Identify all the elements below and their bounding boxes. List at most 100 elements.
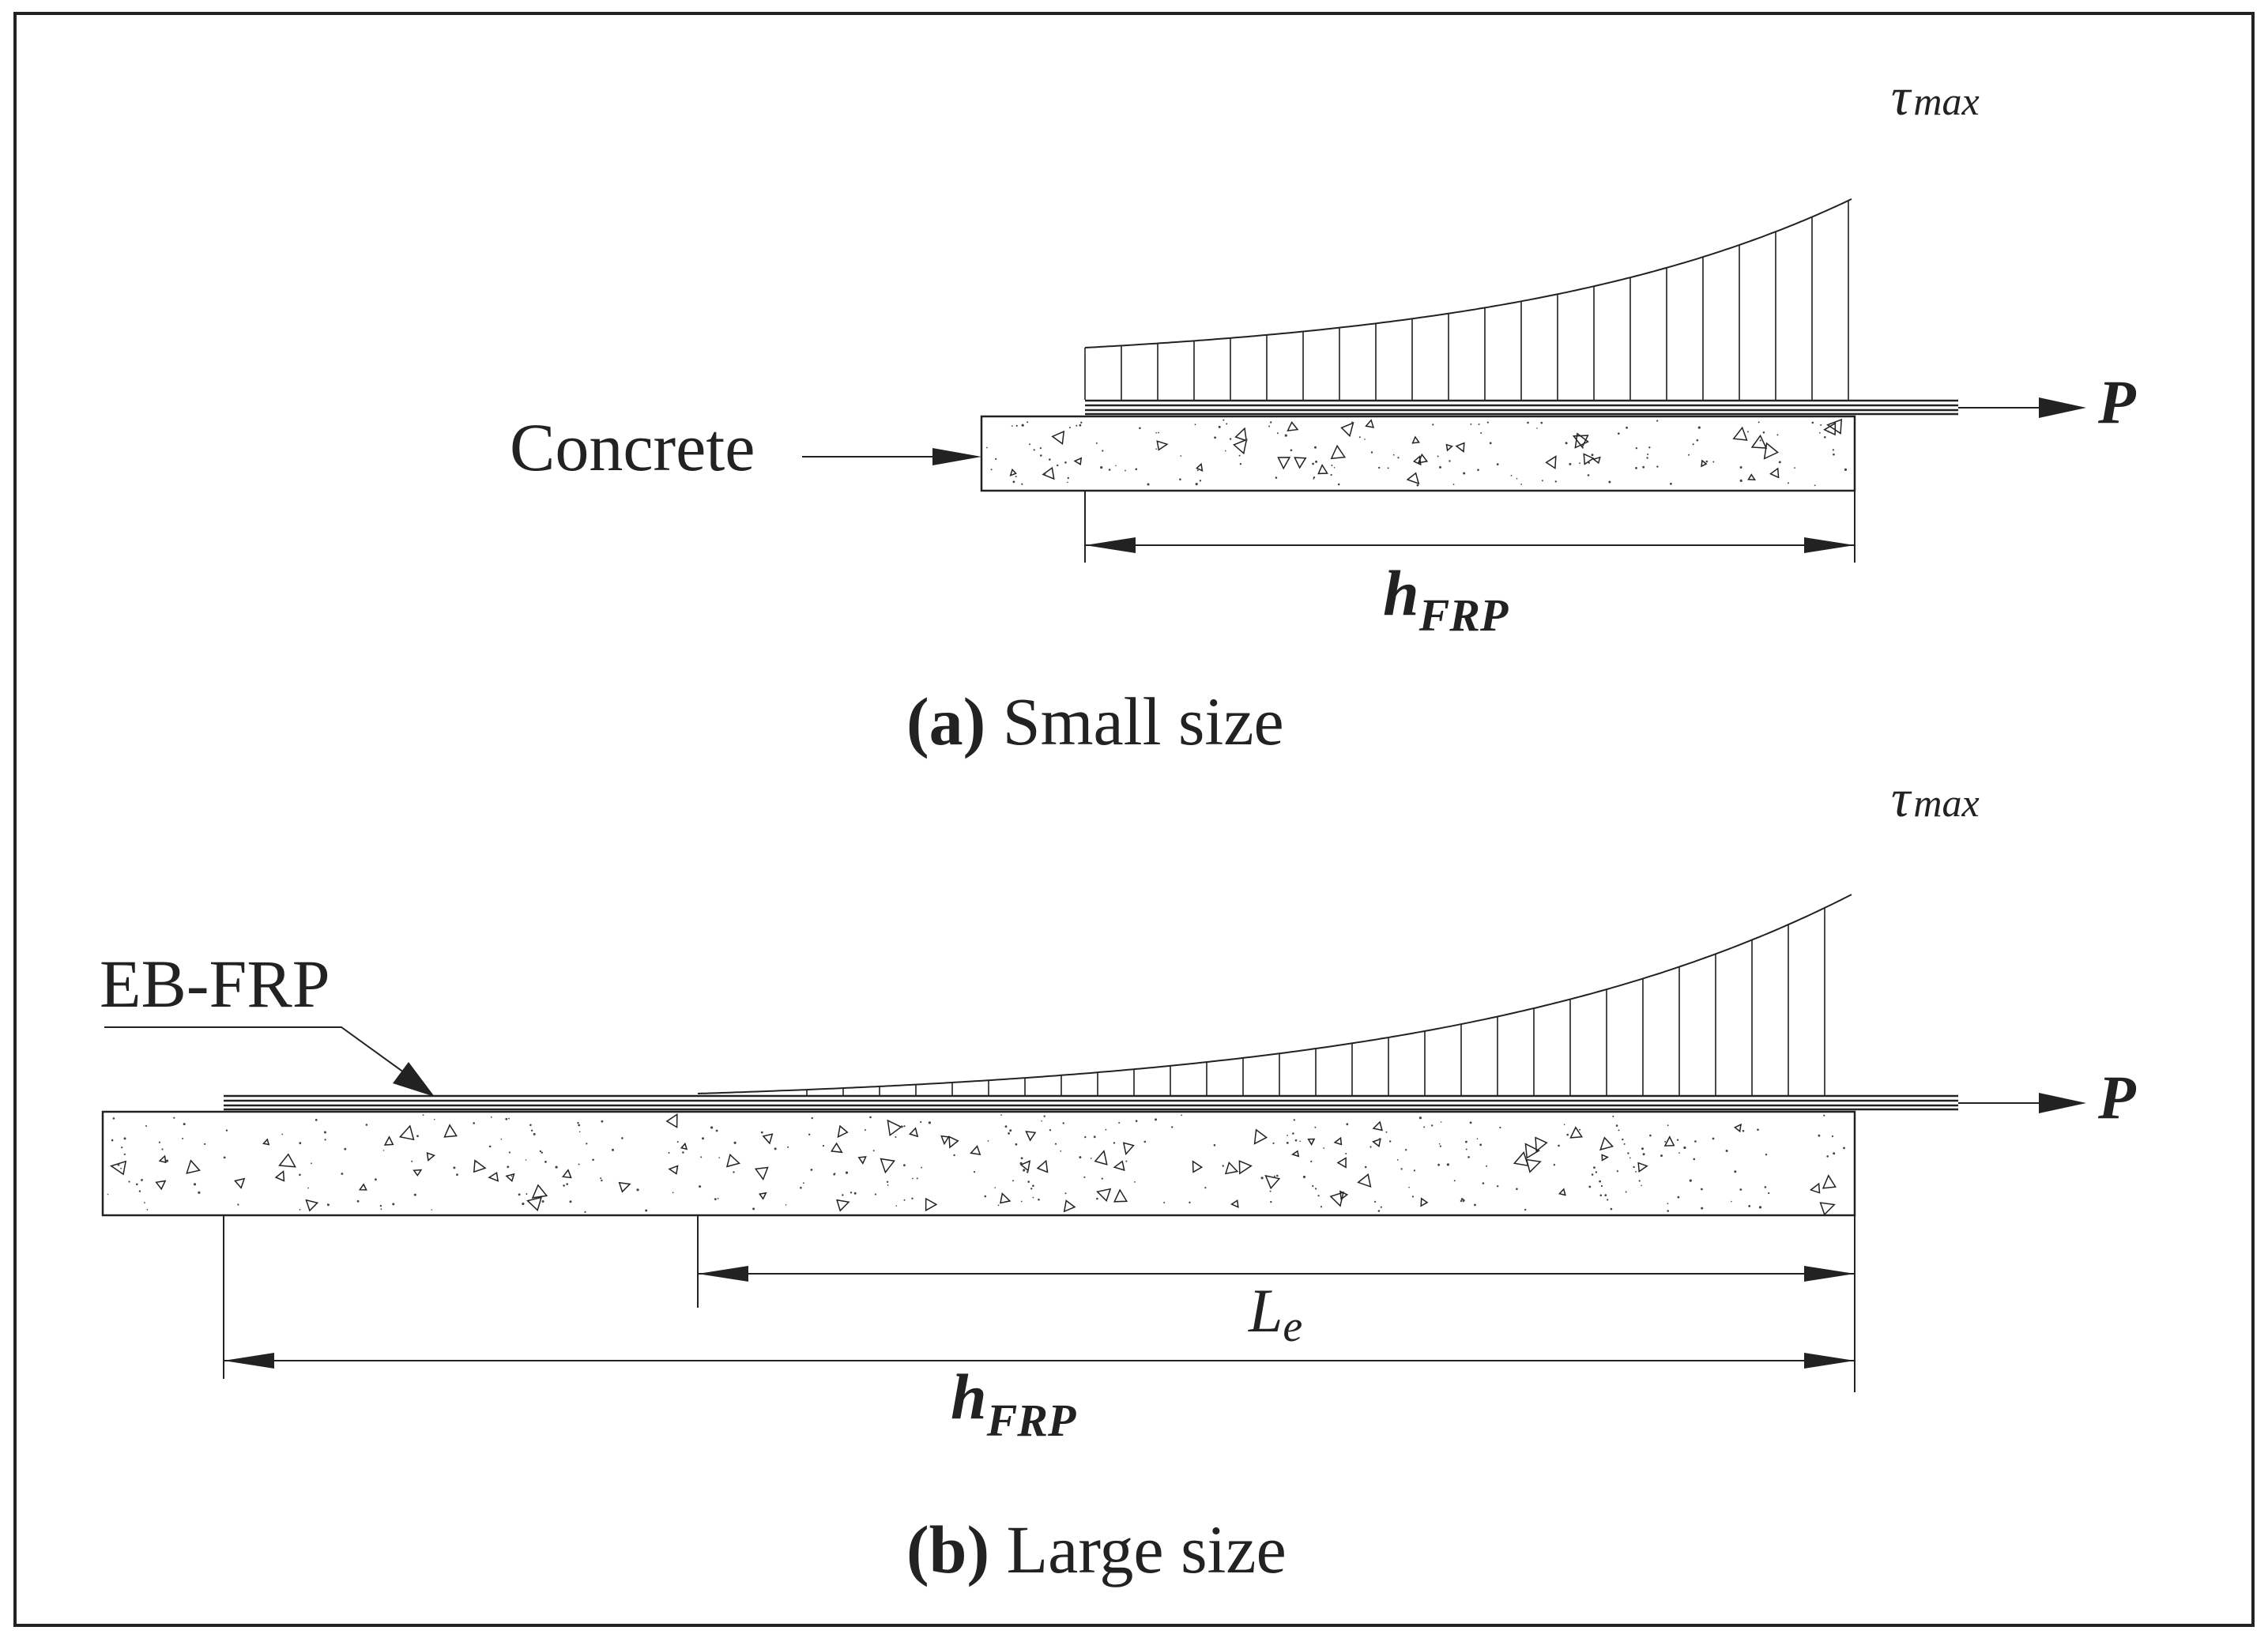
aggregate-dot bbox=[299, 1142, 302, 1145]
aggregate-dot bbox=[1179, 478, 1181, 480]
aggregate-dot bbox=[1369, 1146, 1372, 1148]
aggregate-dot bbox=[123, 1153, 126, 1155]
aggregate-dot bbox=[1599, 1180, 1601, 1183]
aggregate-dot bbox=[1553, 1164, 1556, 1166]
aggregate-dot bbox=[600, 1177, 602, 1180]
aggregate-mark bbox=[398, 1124, 415, 1141]
aggregate-dot bbox=[1067, 476, 1070, 480]
aggregate-mark bbox=[505, 1173, 515, 1182]
aggregate-mark bbox=[186, 1159, 201, 1174]
aggregate-dot bbox=[1479, 1143, 1482, 1147]
aggregate-dot bbox=[810, 1169, 813, 1171]
aggregate-dot bbox=[1314, 446, 1317, 449]
aggregate-dot bbox=[994, 1187, 996, 1188]
aggregate-dot bbox=[1516, 1188, 1518, 1190]
aggregate-dot bbox=[204, 1143, 206, 1145]
aggregate-dot bbox=[800, 1186, 802, 1189]
aggregate-dot bbox=[1633, 1165, 1635, 1169]
aggregate-dot bbox=[1269, 1190, 1272, 1192]
aggregate-dot bbox=[845, 1171, 849, 1174]
aggregate-mark bbox=[531, 1184, 548, 1199]
aggregate-dot bbox=[1563, 1124, 1565, 1125]
aggregate-dot bbox=[1607, 1199, 1609, 1201]
aggregate-dot bbox=[1476, 1138, 1479, 1139]
aggregate-mark bbox=[1569, 1126, 1584, 1139]
aggregate-mark bbox=[1019, 1160, 1031, 1172]
aggregate-dot bbox=[1510, 475, 1513, 476]
aggregate-dot bbox=[1380, 1206, 1382, 1208]
aggregate-dot bbox=[1302, 1175, 1306, 1179]
aggregate-dot bbox=[921, 1166, 922, 1169]
aggregate-dot bbox=[379, 1204, 382, 1207]
aggregate-mark bbox=[1372, 1120, 1383, 1132]
aggregate-mark bbox=[1701, 459, 1708, 468]
aggregate-mark bbox=[1411, 435, 1420, 444]
aggregate-dot bbox=[1027, 421, 1029, 424]
aggregate-dot bbox=[138, 1190, 141, 1192]
aggregate-dot bbox=[193, 1183, 197, 1186]
aggregate-dot bbox=[1762, 431, 1765, 434]
aggregate-dot bbox=[1118, 1122, 1121, 1124]
aggregate-dot bbox=[1067, 481, 1068, 484]
aggregate-dot bbox=[1155, 448, 1157, 450]
aggregate-mark bbox=[1412, 455, 1422, 466]
aggregate-mark bbox=[925, 1197, 938, 1212]
aggregate-mark bbox=[426, 1151, 435, 1162]
aggregate-dot bbox=[1776, 434, 1779, 436]
aggregate-dot bbox=[1292, 1132, 1294, 1135]
aggregate-dot bbox=[1054, 1143, 1057, 1145]
aggregate-dot bbox=[699, 1185, 702, 1188]
aggregate-dot bbox=[1677, 1196, 1680, 1199]
aggregate-mark bbox=[526, 1196, 543, 1211]
aggregate-dot bbox=[341, 1173, 344, 1175]
aggregate-dot bbox=[1701, 1207, 1704, 1210]
aggregate-dot bbox=[1622, 1138, 1624, 1141]
aggregate-dot bbox=[1627, 1152, 1629, 1154]
aggregate-mark bbox=[1601, 1154, 1609, 1162]
aggregate-dot bbox=[1125, 1160, 1128, 1162]
aggregate-dot bbox=[1664, 1140, 1667, 1143]
aggregate-dot bbox=[1096, 1197, 1098, 1200]
aggregate-dot bbox=[869, 1116, 872, 1119]
aggregate-mark bbox=[488, 1171, 499, 1182]
aggregate-mark bbox=[1747, 473, 1757, 481]
aggregate-dot bbox=[1739, 479, 1742, 483]
aggregate-dot bbox=[530, 1129, 533, 1132]
aggregate-dot bbox=[997, 1204, 1000, 1207]
aggregate-dot bbox=[714, 1198, 717, 1200]
aggregate-dot bbox=[1000, 1114, 1002, 1116]
aggregate-dot bbox=[1616, 1170, 1618, 1173]
aggregate-dot bbox=[636, 1188, 639, 1192]
aggregate-dot bbox=[1389, 1140, 1392, 1143]
aggregate-dot bbox=[1566, 1133, 1569, 1136]
panel-b: P τmax EB-FRP Le hFRP bbox=[100, 768, 2137, 1587]
aggregate-mark bbox=[1769, 467, 1780, 479]
aggregate-dot bbox=[1540, 421, 1543, 424]
aggregate-dot bbox=[1697, 426, 1701, 429]
aggregate-dot bbox=[612, 1148, 614, 1151]
aggregate-dot bbox=[621, 1137, 624, 1139]
aggregate-dot bbox=[1758, 421, 1760, 424]
aggregate-dot bbox=[592, 1158, 594, 1162]
aggregate-dot bbox=[702, 1137, 704, 1140]
aggregate-dot bbox=[555, 1165, 558, 1169]
aggregate-mark bbox=[857, 1156, 867, 1165]
aggregate-mark bbox=[1663, 1135, 1675, 1147]
aggregate-dot bbox=[1083, 1176, 1086, 1178]
load-arrow-b bbox=[1958, 1093, 2086, 1113]
aggregate-dot bbox=[1012, 480, 1015, 484]
aggregate-dot bbox=[144, 1202, 145, 1203]
aggregate-dot bbox=[158, 1141, 160, 1143]
aggregate-dot bbox=[1693, 1158, 1696, 1161]
aggregate-dot bbox=[1223, 419, 1225, 421]
aggregate-mark bbox=[262, 1138, 270, 1146]
aggregate-mark bbox=[1277, 457, 1291, 470]
aggregate-mark bbox=[1406, 472, 1420, 485]
aggregate-dot bbox=[326, 1203, 330, 1207]
aggregate-dot bbox=[1015, 424, 1018, 427]
aggregate-dot bbox=[1101, 1177, 1103, 1180]
aggregate-dot bbox=[1268, 425, 1271, 427]
aggregate-dot bbox=[1312, 462, 1314, 465]
dimension-label-hfrp-a: hFRP bbox=[1383, 557, 1509, 641]
aggregate-dot bbox=[225, 1129, 228, 1132]
